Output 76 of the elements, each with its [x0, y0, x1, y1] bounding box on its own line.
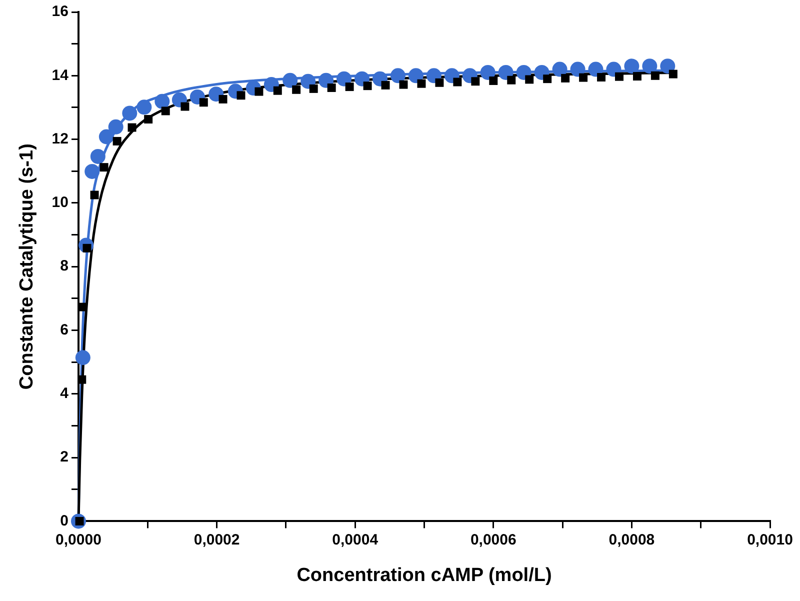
- point: [507, 76, 516, 84]
- point: [363, 82, 372, 90]
- point: [552, 62, 568, 77]
- x-tick-label: 0,0004: [332, 531, 379, 548]
- point: [309, 84, 318, 93]
- point: [471, 77, 480, 86]
- x-tick-label: 0,0002: [194, 531, 240, 548]
- y-tick-label: 0: [60, 512, 68, 530]
- point: [650, 71, 660, 80]
- point: [199, 98, 208, 107]
- point: [632, 72, 642, 81]
- point: [489, 76, 498, 85]
- y-tick-label: 8: [60, 258, 68, 275]
- point: [180, 102, 190, 111]
- point: [642, 58, 658, 74]
- point: [561, 74, 570, 82]
- point: [100, 163, 108, 172]
- point: [336, 71, 352, 86]
- point: [498, 64, 514, 80]
- point: [136, 100, 152, 115]
- x-tick-label: 0,0006: [470, 531, 516, 548]
- point: [624, 58, 640, 74]
- point: [208, 86, 224, 102]
- point: [345, 82, 354, 92]
- point: [75, 350, 90, 366]
- point: [90, 148, 106, 164]
- point: [128, 123, 136, 132]
- y-tick-label: 16: [52, 3, 68, 20]
- y-tick-label: 10: [52, 194, 68, 212]
- point: [525, 75, 534, 84]
- point: [282, 72, 298, 88]
- point: [154, 94, 170, 109]
- point: [90, 190, 99, 200]
- point: [660, 58, 676, 74]
- point: [218, 94, 228, 104]
- point: [408, 68, 424, 84]
- point: [254, 87, 264, 96]
- point: [597, 73, 606, 82]
- point: [144, 115, 153, 124]
- point: [161, 106, 170, 116]
- point: [390, 68, 406, 84]
- point: [588, 62, 604, 77]
- point: [399, 80, 408, 89]
- point: [112, 136, 122, 146]
- point: [543, 74, 552, 84]
- y-tick-label: 6: [60, 321, 68, 338]
- y-axis-title: Constante Catalytique (s-1): [16, 144, 38, 390]
- point: [236, 91, 246, 100]
- point: [381, 80, 390, 90]
- x-tick-label: 0,0010: [747, 531, 793, 548]
- x-tick-label: 0,0008: [608, 531, 655, 548]
- point: [273, 86, 282, 95]
- point: [570, 62, 586, 77]
- point: [327, 84, 336, 92]
- point: [292, 85, 301, 94]
- point: [426, 68, 442, 84]
- point: [480, 64, 496, 80]
- point: [417, 79, 426, 88]
- point: [122, 106, 138, 121]
- y-tick-label: 4: [60, 385, 70, 402]
- point: [668, 70, 678, 78]
- point: [108, 119, 124, 134]
- point: [98, 129, 114, 144]
- point: [606, 62, 622, 77]
- y-tick-label: 12: [52, 130, 68, 148]
- point: [84, 164, 100, 179]
- point: [615, 72, 624, 81]
- x-axis-title: Concentration cAMP (mol/L): [296, 564, 552, 586]
- x-tick-label: 0,0000: [56, 531, 102, 548]
- point: [453, 78, 462, 86]
- point: [579, 73, 588, 82]
- point: [300, 74, 316, 89]
- point: [435, 78, 444, 87]
- y-tick-label: 14: [52, 66, 70, 84]
- point: [318, 72, 334, 88]
- y-tick-label: 2: [60, 448, 68, 466]
